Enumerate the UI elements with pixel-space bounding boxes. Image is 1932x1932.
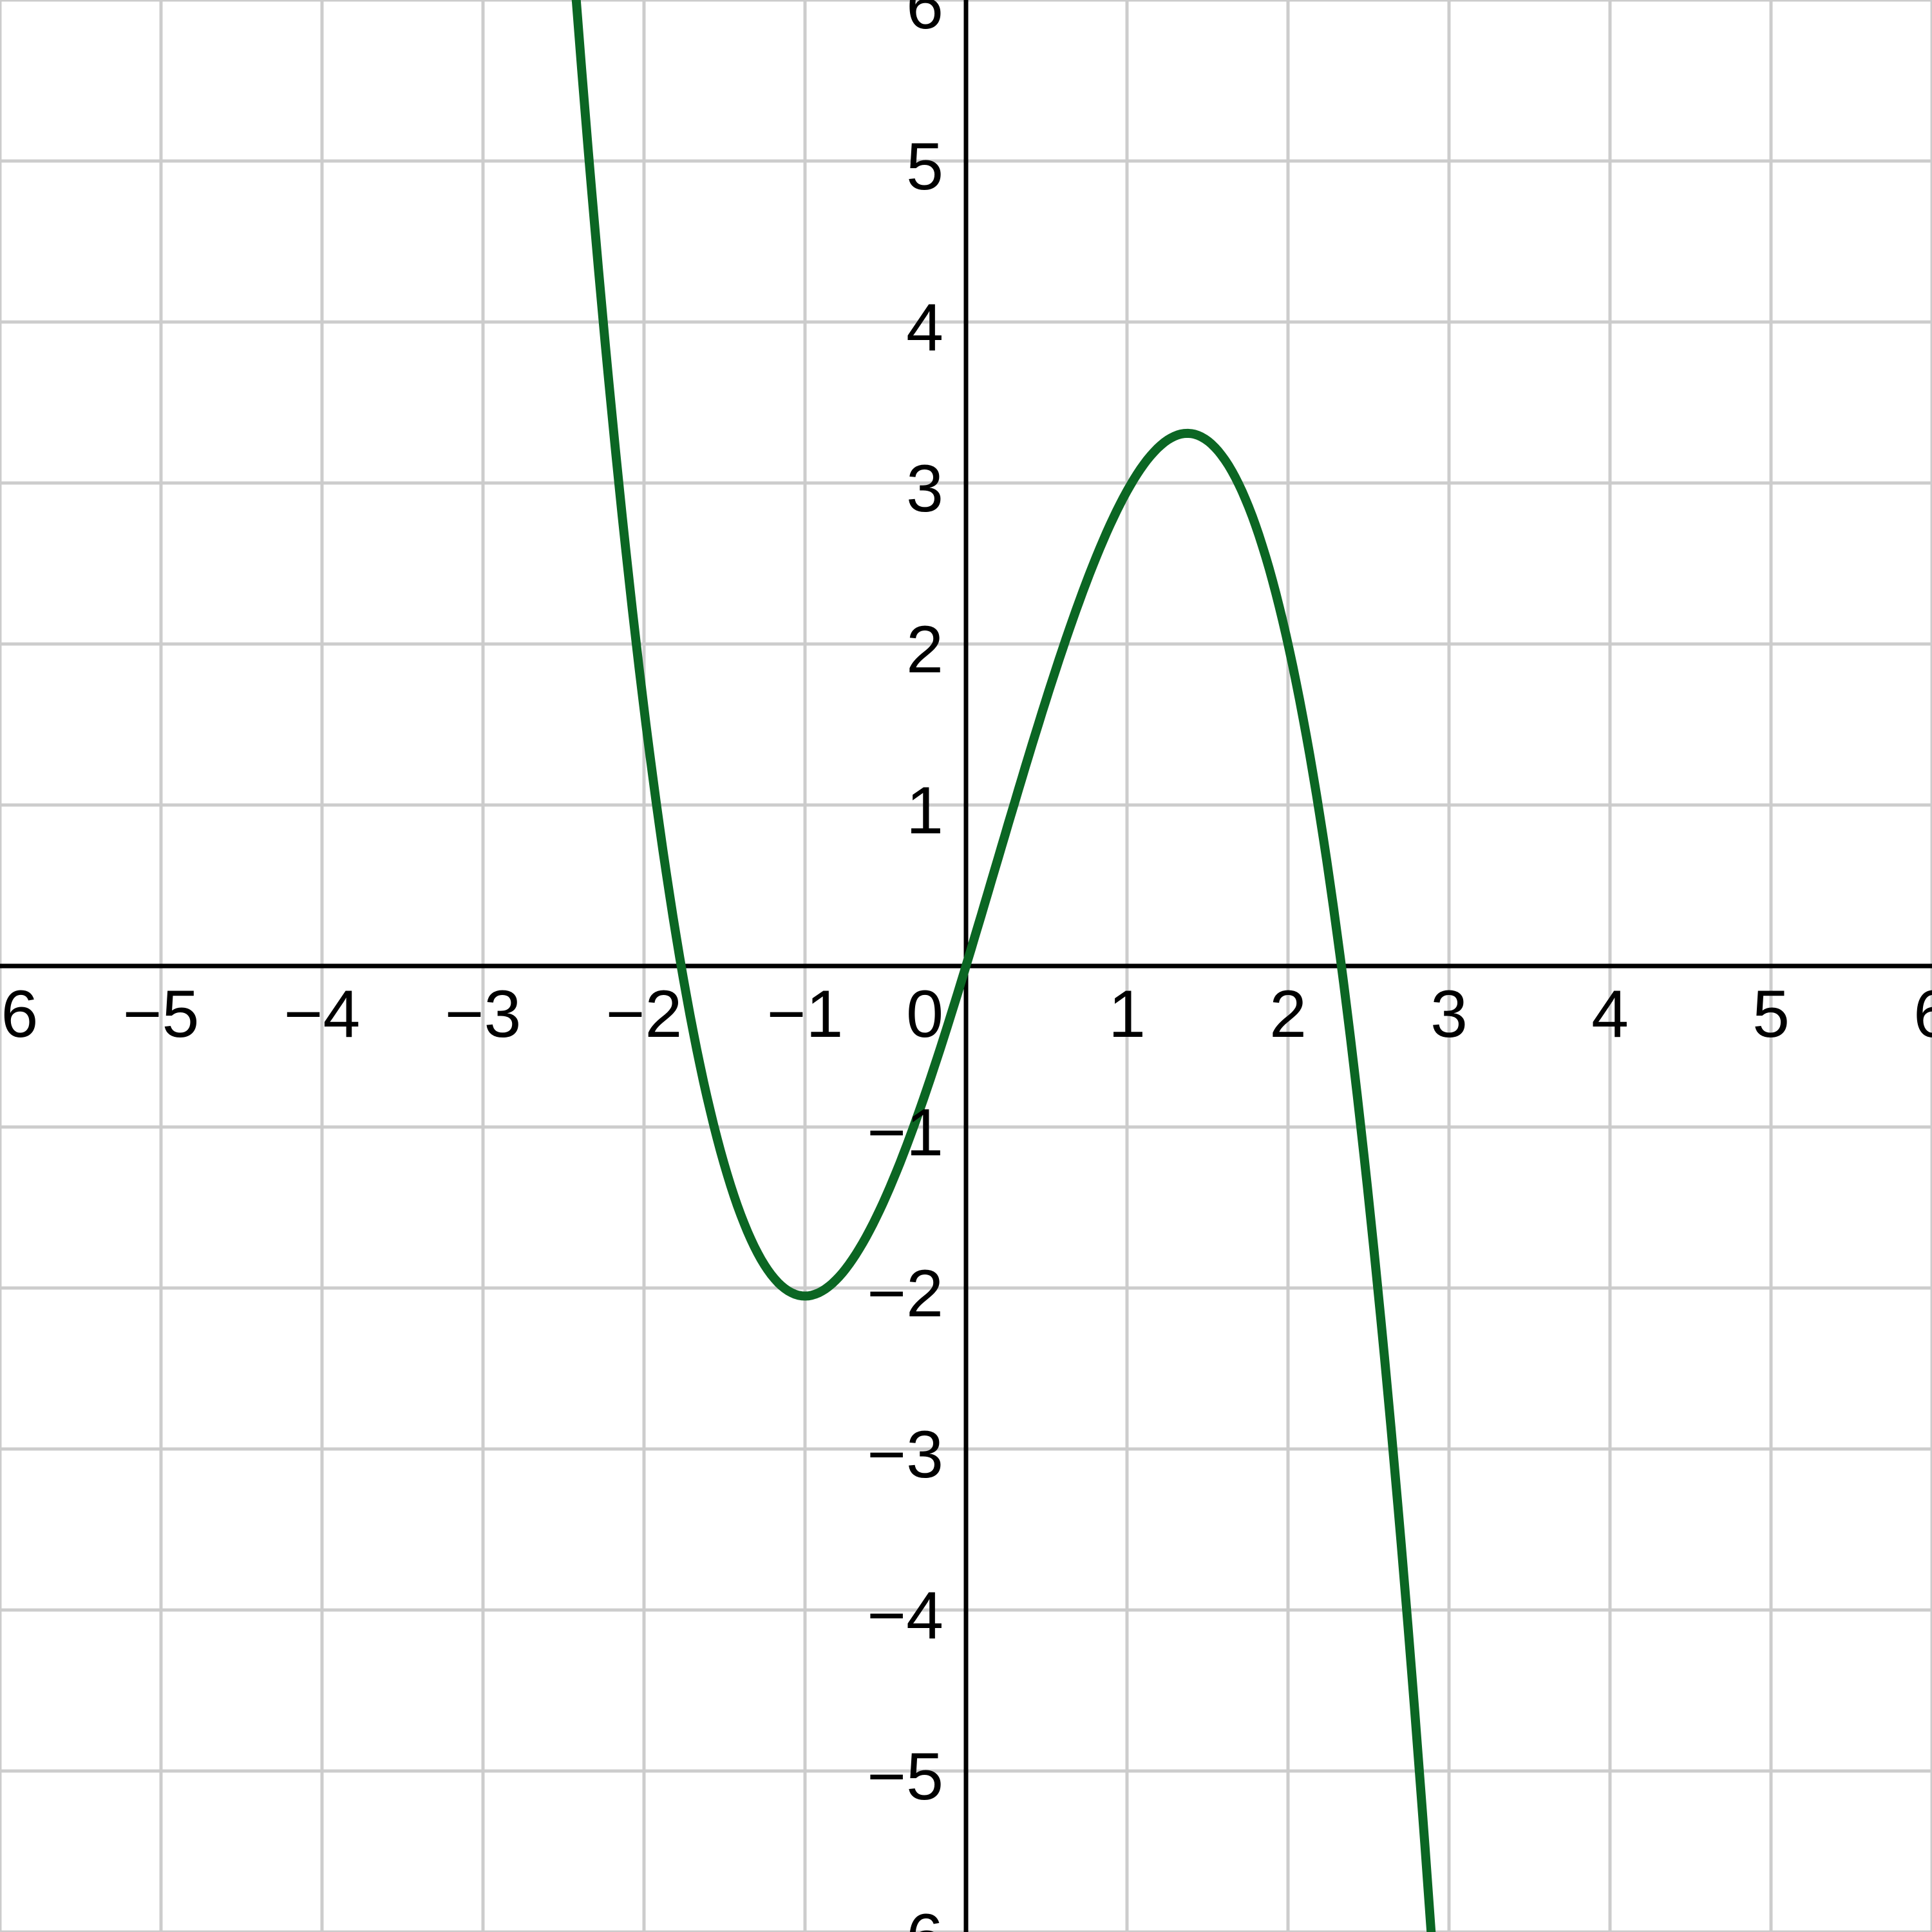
- svg-text:−5: −5: [867, 1739, 943, 1814]
- svg-text:2: 2: [1269, 977, 1307, 1052]
- svg-text:3: 3: [906, 451, 943, 526]
- svg-text:−4: −4: [284, 977, 361, 1052]
- svg-text:6: 6: [906, 0, 943, 43]
- svg-text:−1: −1: [767, 977, 844, 1052]
- svg-text:2: 2: [906, 612, 943, 687]
- svg-text:−2: −2: [606, 977, 683, 1052]
- svg-text:4: 4: [906, 290, 943, 365]
- svg-text:−1: −1: [867, 1095, 943, 1170]
- svg-text:−2: −2: [867, 1256, 943, 1331]
- svg-text:5: 5: [906, 129, 943, 204]
- svg-text:4: 4: [1591, 977, 1629, 1052]
- svg-text:−3: −3: [445, 977, 522, 1052]
- svg-text:3: 3: [1430, 977, 1468, 1052]
- svg-text:−6: −6: [867, 1900, 943, 1932]
- svg-text:5: 5: [1752, 977, 1790, 1052]
- svg-text:−6: −6: [0, 977, 38, 1052]
- svg-text:6: 6: [1913, 977, 1932, 1052]
- svg-text:1: 1: [906, 773, 943, 848]
- svg-text:−5: −5: [123, 977, 200, 1052]
- svg-text:−4: −4: [867, 1578, 943, 1653]
- svg-text:−3: −3: [867, 1417, 943, 1492]
- svg-text:1: 1: [1108, 977, 1146, 1052]
- svg-text:0: 0: [906, 977, 943, 1052]
